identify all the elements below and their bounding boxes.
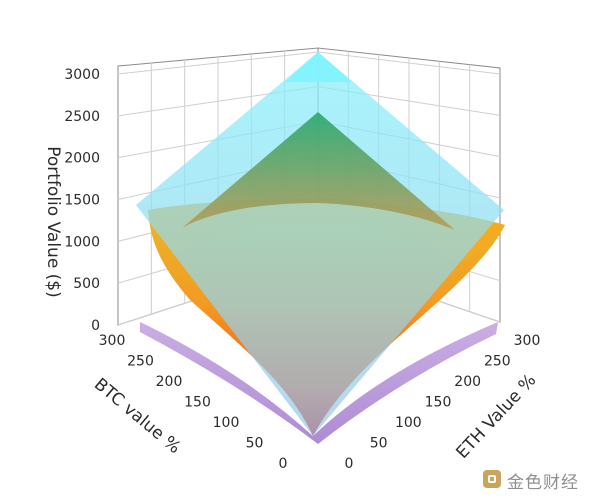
x-tick-label: 100 — [213, 415, 240, 431]
y-tick-label: 150 — [425, 395, 452, 411]
x-tick-label: 150 — [184, 395, 211, 411]
z-tick-label: 1500 — [64, 193, 100, 209]
x-tick-label: 0 — [279, 456, 288, 472]
z-tick-label: 1000 — [64, 234, 100, 250]
y-tick-label: 200 — [454, 374, 481, 390]
y-tick-label: 250 — [484, 354, 511, 370]
z-tick-label: 500 — [73, 276, 100, 292]
x-tick-label: 200 — [156, 374, 183, 390]
x-tick-label: 50 — [246, 436, 264, 452]
z-tick-label: 3000 — [64, 67, 100, 83]
y-tick-label: 50 — [370, 436, 388, 452]
watermark-logo-icon — [483, 470, 501, 488]
z-axis-label: Portfolio Value ($) — [43, 146, 63, 298]
y-tick-label: 0 — [345, 456, 354, 472]
plane-surface — [136, 52, 504, 436]
plane-overlap — [182, 112, 455, 230]
y-tick-label: 300 — [514, 333, 541, 349]
watermark: 金色财经 — [483, 468, 591, 493]
z-tick-label: 2000 — [64, 151, 100, 167]
z-axis-ticks: 0 500 1000 1500 2000 2500 3000 — [64, 67, 100, 334]
z-tick-label: 0 — [91, 318, 100, 334]
surfaces — [136, 52, 505, 444]
x-tick-label: 250 — [127, 354, 154, 370]
z-tick-label: 2500 — [64, 109, 100, 125]
watermark-text: 金色财经 — [507, 473, 579, 493]
y-tick-label: 100 — [395, 415, 422, 431]
plane-tip — [285, 52, 352, 82]
x-tick-label: 300 — [99, 333, 126, 349]
